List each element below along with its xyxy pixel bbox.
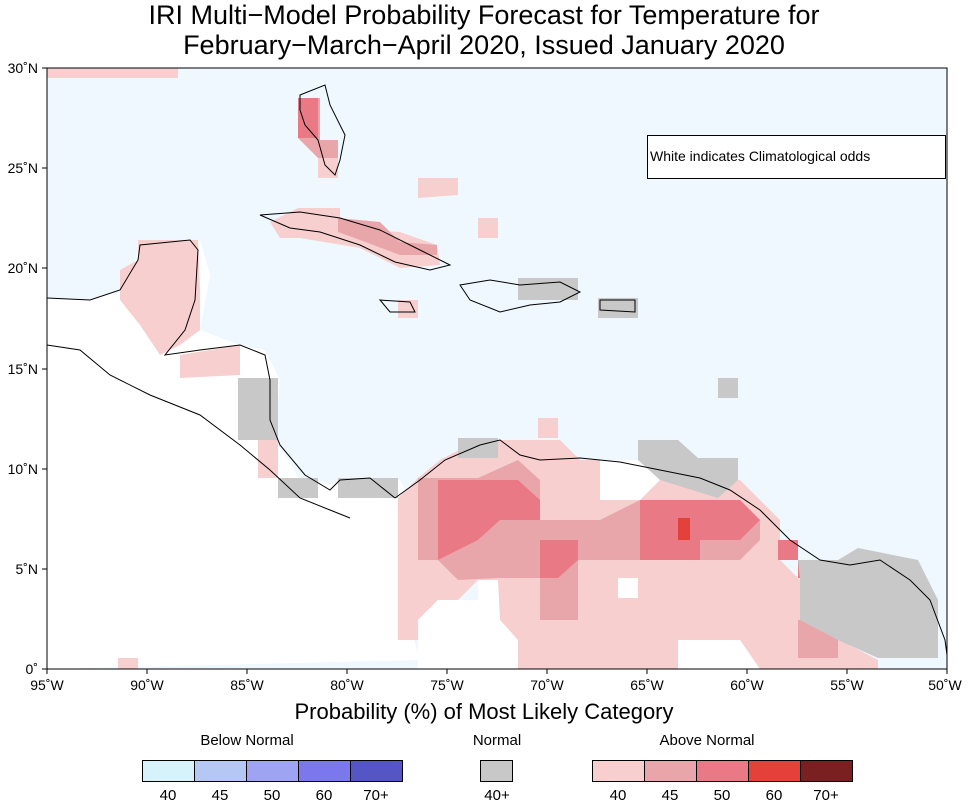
below-normal-swatch-40 bbox=[142, 760, 195, 782]
coastlines bbox=[46, 84, 948, 656]
above-normal-swatch-45 bbox=[644, 760, 697, 782]
y-label-20n: 20˚N bbox=[8, 260, 38, 276]
above-normal-tick-45: 45 bbox=[661, 787, 679, 804]
y-label-10n: 10˚N bbox=[8, 461, 38, 477]
x-label-85w: 85˚W bbox=[230, 677, 264, 693]
y-label-15n: 15˚N bbox=[8, 361, 38, 377]
above-normal-tick-40: 40 bbox=[609, 787, 627, 804]
above-normal-swatch-50 bbox=[696, 760, 749, 782]
below-normal-swatch-50 bbox=[246, 760, 299, 782]
x-label-65w: 65˚W bbox=[630, 677, 664, 693]
below-normal-tick-70: 70+ bbox=[363, 787, 389, 804]
above-normal-tick-50: 50 bbox=[713, 787, 731, 804]
forecast-map: 30˚N 25˚N 20˚N 15˚N 10˚N 5˚N 0˚ 95˚W 90˚… bbox=[8, 60, 963, 693]
below-normal-swatch-60 bbox=[298, 760, 351, 782]
above-normal-swatch-70 bbox=[800, 760, 853, 782]
x-label-75w: 75˚W bbox=[430, 677, 464, 693]
above-normal-label: Above Normal bbox=[659, 732, 755, 749]
above-normal-50-cells bbox=[298, 98, 838, 578]
y-label-25n: 25˚N bbox=[8, 160, 38, 176]
title-line-2: February−March−April 2020, Issued Januar… bbox=[183, 30, 785, 60]
x-label-95w: 95˚W bbox=[30, 677, 64, 693]
land-climatological-sa bbox=[418, 460, 760, 669]
below-normal-tick-40: 40 bbox=[159, 787, 177, 804]
land-climatological bbox=[47, 240, 420, 669]
y-label-0: 0˚ bbox=[26, 661, 38, 677]
title-line-1: IRI Multi−Model Probability Forecast for… bbox=[148, 0, 820, 30]
x-label-90w: 90˚W bbox=[130, 677, 164, 693]
above-normal-tick-70: 70+ bbox=[813, 787, 839, 804]
below-normal-tick-60: 60 bbox=[315, 787, 333, 804]
x-label-60w: 60˚W bbox=[730, 677, 764, 693]
below-normal-swatch-70 bbox=[350, 760, 403, 782]
axis-ticks bbox=[42, 67, 948, 674]
y-label-5n: 5˚N bbox=[15, 561, 38, 577]
below-normal-tick-45: 45 bbox=[211, 787, 229, 804]
above-normal-swatch-40 bbox=[592, 760, 645, 782]
normal-label: Normal bbox=[472, 732, 522, 749]
above-normal-tick-60: 60 bbox=[765, 787, 783, 804]
climatology-note: White indicates Climatological odds bbox=[647, 135, 946, 179]
below-normal-label: Below Normal bbox=[200, 732, 294, 749]
x-label-55w: 55˚W bbox=[830, 677, 864, 693]
legend-title: Probability (%) of Most Likely Category bbox=[294, 699, 674, 724]
y-label-30n: 30˚N bbox=[8, 60, 38, 76]
above-normal-60-cells bbox=[678, 518, 690, 540]
below-normal-swatch-45 bbox=[194, 760, 247, 782]
normal-swatch-40 bbox=[480, 760, 513, 782]
normal-tick-40: 40+ bbox=[484, 787, 510, 804]
below-normal-tick-50: 50 bbox=[263, 787, 281, 804]
x-label-50w: 50˚W bbox=[928, 677, 962, 693]
above-normal-swatch-60 bbox=[748, 760, 801, 782]
x-label-80w: 80˚W bbox=[330, 677, 364, 693]
x-label-70w: 70˚W bbox=[530, 677, 564, 693]
